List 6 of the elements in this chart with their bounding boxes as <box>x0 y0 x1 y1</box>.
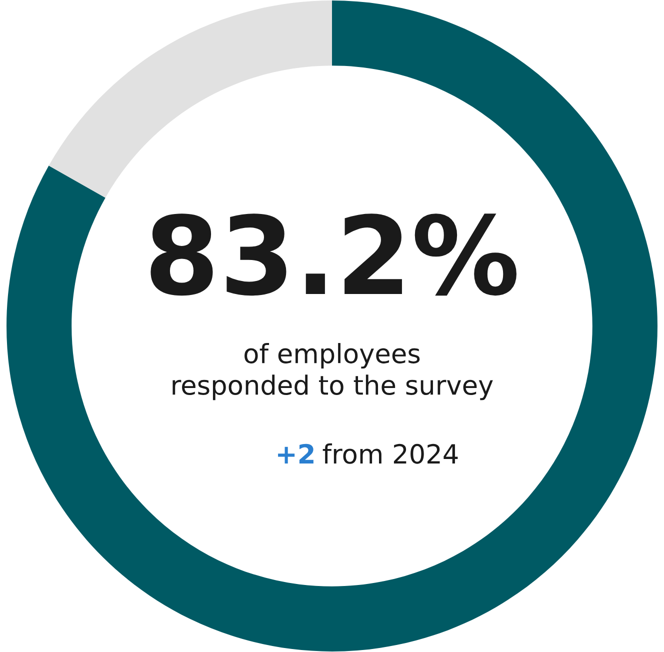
text: from 2024 <box>322 443 458 464</box>
text: of employees responded to the survey <box>172 343 493 400</box>
donut-slice <box>48 0 332 198</box>
donut-slice <box>6 0 658 652</box>
data-label: 83.2% <box>150 214 516 296</box>
text: +2 <box>278 444 314 464</box>
